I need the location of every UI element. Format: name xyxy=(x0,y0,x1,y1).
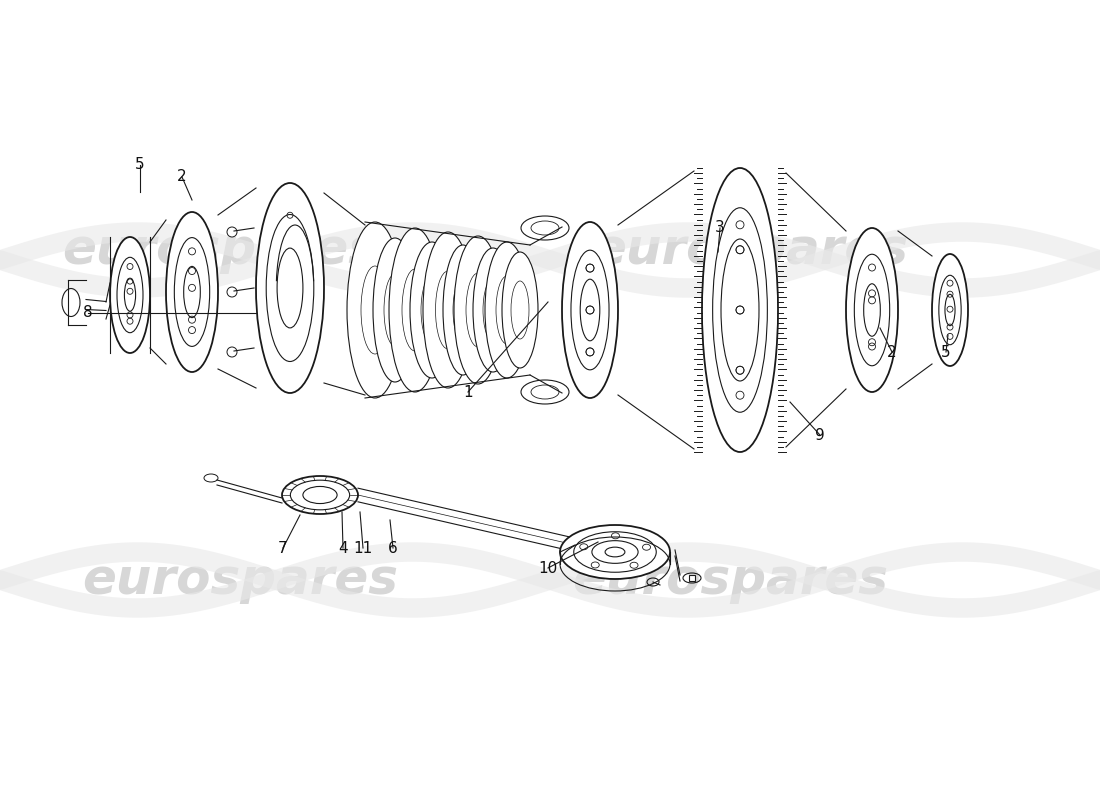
Text: 6: 6 xyxy=(388,541,398,556)
Ellipse shape xyxy=(389,228,441,392)
Ellipse shape xyxy=(521,380,569,404)
Text: 5: 5 xyxy=(942,345,950,360)
Ellipse shape xyxy=(702,168,778,452)
Ellipse shape xyxy=(443,245,483,375)
Text: 5: 5 xyxy=(135,157,145,172)
Ellipse shape xyxy=(110,237,150,353)
Text: eurospares: eurospares xyxy=(62,226,378,274)
Text: 1: 1 xyxy=(463,385,473,400)
Text: 10: 10 xyxy=(538,561,558,576)
Text: 2: 2 xyxy=(888,345,896,360)
Ellipse shape xyxy=(166,212,218,372)
Text: 9: 9 xyxy=(815,428,825,443)
Ellipse shape xyxy=(521,216,569,240)
Ellipse shape xyxy=(473,248,513,372)
Text: eurospares: eurospares xyxy=(572,556,888,604)
Text: 8: 8 xyxy=(84,305,92,320)
Ellipse shape xyxy=(346,222,403,398)
Text: eurospares: eurospares xyxy=(592,226,908,274)
Ellipse shape xyxy=(373,238,417,382)
Text: eurospares: eurospares xyxy=(82,556,398,604)
Ellipse shape xyxy=(424,232,473,388)
Ellipse shape xyxy=(562,222,618,398)
Text: 4: 4 xyxy=(338,541,348,556)
Ellipse shape xyxy=(502,252,538,368)
Text: 11: 11 xyxy=(353,541,373,556)
Ellipse shape xyxy=(560,525,670,579)
Ellipse shape xyxy=(846,228,898,392)
Ellipse shape xyxy=(485,242,529,378)
Ellipse shape xyxy=(410,242,454,378)
Ellipse shape xyxy=(454,236,502,384)
Text: 2: 2 xyxy=(177,169,187,184)
Ellipse shape xyxy=(932,254,968,366)
Ellipse shape xyxy=(256,183,324,393)
Text: 7: 7 xyxy=(278,541,288,556)
Text: 3: 3 xyxy=(715,220,725,235)
